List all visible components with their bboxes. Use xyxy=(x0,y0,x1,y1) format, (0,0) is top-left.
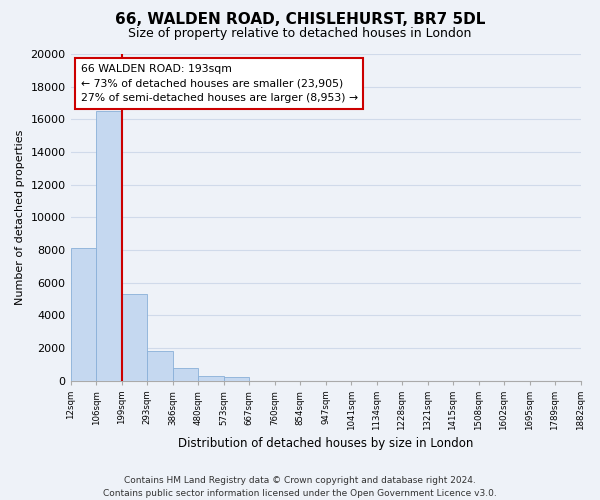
Bar xyxy=(147,352,173,380)
Y-axis label: Number of detached properties: Number of detached properties xyxy=(15,130,25,305)
Bar xyxy=(224,378,249,380)
X-axis label: Distribution of detached houses by size in London: Distribution of detached houses by size … xyxy=(178,437,473,450)
Text: 66 WALDEN ROAD: 193sqm
← 73% of detached houses are smaller (23,905)
27% of semi: 66 WALDEN ROAD: 193sqm ← 73% of detached… xyxy=(81,64,358,104)
Bar xyxy=(198,376,224,380)
Text: Size of property relative to detached houses in London: Size of property relative to detached ho… xyxy=(128,28,472,40)
Bar xyxy=(71,248,96,380)
Text: 66, WALDEN ROAD, CHISLEHURST, BR7 5DL: 66, WALDEN ROAD, CHISLEHURST, BR7 5DL xyxy=(115,12,485,28)
Bar xyxy=(173,368,198,380)
Text: Contains HM Land Registry data © Crown copyright and database right 2024.
Contai: Contains HM Land Registry data © Crown c… xyxy=(103,476,497,498)
Bar xyxy=(122,294,147,380)
Bar xyxy=(96,111,122,380)
